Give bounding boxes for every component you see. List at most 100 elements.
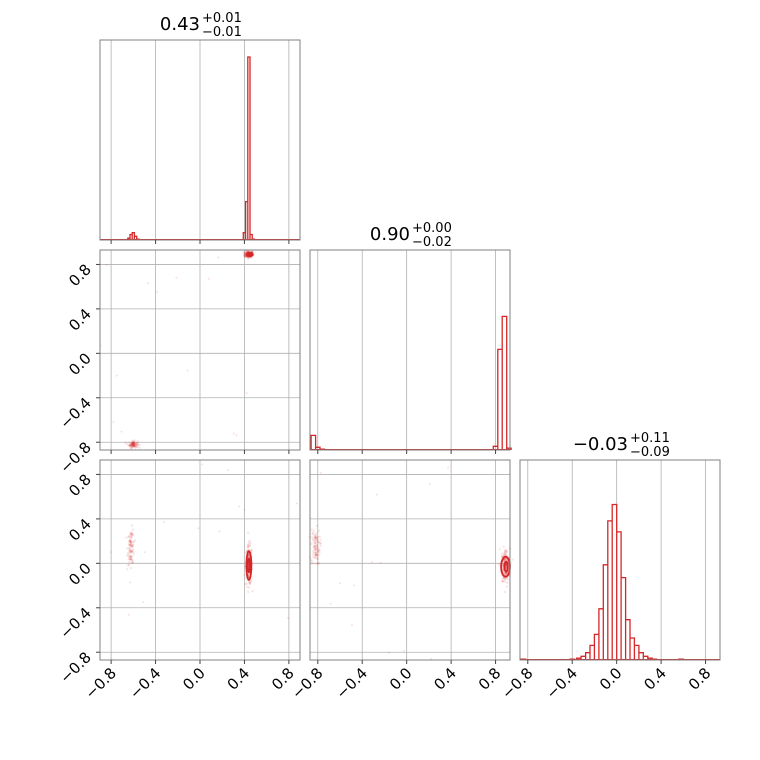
title-median: −0.03	[573, 434, 628, 455]
scatter-point	[504, 572, 508, 576]
panel-2-0	[99, 459, 301, 664]
scatter-point	[130, 444, 133, 447]
scatter-point	[317, 546, 320, 549]
scatter-point	[245, 582, 248, 585]
density-contour	[245, 550, 253, 581]
scatter-point	[131, 555, 134, 558]
scatter-point	[249, 256, 252, 259]
scatter-point	[314, 553, 317, 557]
scatter-point	[133, 443, 136, 447]
scatter-point	[318, 535, 321, 538]
histogram-bars	[520, 503, 684, 660]
scatter-point	[246, 546, 249, 549]
scatter-point	[130, 443, 133, 446]
scatter-point	[133, 441, 136, 444]
scatter-point	[134, 445, 137, 448]
scatter-point	[505, 553, 508, 556]
title-param-0: 0.43 +0.01 −0.01	[160, 11, 242, 40]
scatter-point	[127, 563, 130, 567]
scatter-point	[242, 254, 246, 258]
scatter-point	[244, 251, 247, 254]
scatter-point	[243, 254, 246, 257]
scatter-point	[132, 439, 135, 442]
scatter-point	[501, 580, 505, 583]
x-tick-label: −0.4	[126, 664, 164, 702]
scatter-point	[130, 443, 133, 446]
panel-0-0	[99, 39, 301, 244]
scatter-point	[130, 544, 133, 547]
scatter-point	[130, 550, 133, 554]
scatter-point	[131, 545, 134, 548]
scatter-point	[131, 444, 135, 448]
panel-1-1	[309, 249, 512, 454]
scatter-point	[502, 577, 505, 580]
scatter-point	[314, 556, 317, 560]
scatter-point	[130, 555, 133, 559]
scatter-point	[248, 582, 251, 586]
scatter-point	[506, 578, 510, 581]
x-tick-label: 0.0	[179, 664, 209, 694]
scatter-point	[132, 442, 135, 445]
scatter-point	[295, 502, 298, 505]
scatter-point	[314, 536, 317, 539]
scatter-point	[131, 443, 135, 446]
scatter-point	[244, 254, 247, 258]
scatter-point	[500, 555, 503, 558]
scatter-point	[129, 543, 132, 546]
scatter-point	[127, 535, 131, 538]
scatter-point	[127, 613, 130, 616]
scatter-point	[504, 563, 508, 566]
scatter-point	[132, 440, 135, 443]
scatter-point	[130, 534, 133, 537]
scatter-point	[128, 444, 132, 447]
density-contour	[503, 560, 509, 573]
scatter-point	[175, 276, 178, 279]
scatter-point	[129, 554, 133, 558]
scatter-point	[115, 374, 118, 377]
scatter-point	[207, 277, 210, 280]
scatter-point	[129, 447, 133, 450]
x-tick-label: 0.4	[224, 664, 254, 694]
scatter-point	[129, 558, 133, 561]
scatter-point	[142, 601, 145, 604]
scatter-point	[501, 577, 504, 580]
scatter-point	[129, 542, 133, 546]
scatter-point	[351, 624, 353, 626]
y-tick-label: 0.0	[65, 349, 95, 379]
scatter-point	[131, 545, 134, 548]
scatter-point	[505, 572, 508, 575]
y-tick-label: 0.0	[65, 559, 95, 589]
scatter-point	[504, 548, 507, 552]
scatter-point	[130, 443, 134, 446]
scatter-point	[132, 441, 135, 445]
title-param-2: −0.03 +0.11 −0.09	[573, 431, 670, 460]
scatter-point	[428, 483, 431, 486]
scatter-point	[317, 529, 321, 532]
scatter-point	[132, 540, 135, 543]
scatter-point	[128, 552, 131, 555]
scatter-point	[313, 546, 316, 549]
scatter-point	[310, 558, 313, 561]
scatter-point	[315, 547, 318, 551]
scatter-point	[504, 577, 507, 580]
scatter-point	[316, 557, 319, 561]
scatter-point	[311, 532, 314, 535]
scatter-point	[311, 536, 314, 539]
scatter-point	[315, 553, 318, 557]
scatter-point	[500, 552, 504, 555]
scatter-point	[110, 551, 113, 554]
scatter-point	[129, 540, 133, 543]
scatter-point	[379, 561, 382, 564]
scatter-point	[133, 443, 137, 447]
scatter-point	[232, 432, 235, 435]
scatter-point	[133, 444, 137, 447]
scatter-point	[310, 560, 313, 563]
scatter-point	[129, 540, 133, 544]
scatter-point	[312, 555, 315, 559]
scatter-point	[128, 534, 132, 537]
scatter-point	[501, 580, 505, 583]
scatter-point	[136, 443, 139, 447]
scatter-point	[128, 538, 132, 542]
scatter-point	[131, 528, 135, 531]
scatter-point	[317, 562, 320, 565]
